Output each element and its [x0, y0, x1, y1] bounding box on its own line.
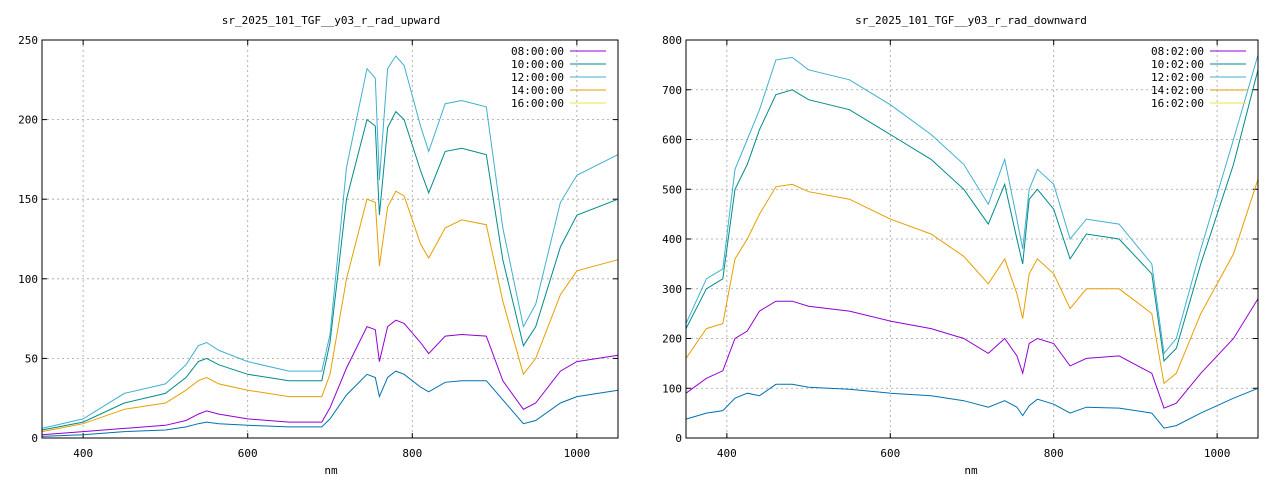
y-tick-label: 700 [662, 84, 682, 97]
series-line [41, 55, 619, 429]
chart-title: sr_2025_101_TGF__y03_r_rad_upward [222, 14, 441, 27]
y-tick-label: 400 [662, 233, 682, 246]
y-tick-label: 100 [18, 273, 38, 286]
y-tick-label: 300 [662, 283, 682, 296]
series-line [685, 69, 1259, 362]
series-line [41, 370, 619, 437]
y-tick-label: 50 [25, 352, 38, 365]
y-tick-label: 800 [662, 34, 682, 47]
legend-label: 10:00:00 [511, 58, 564, 71]
x-tick-label: 1000 [564, 447, 591, 460]
y-tick-label: 200 [662, 333, 682, 346]
chart-upward: sr_2025_101_TGF__y03_r_rad_upward nm 0 50… [18, 14, 619, 477]
y-tick-label: 200 [18, 114, 38, 127]
x-tick-label: 800 [1044, 447, 1064, 460]
legend-label: 12:00:00 [511, 71, 564, 84]
chart-downward: sr_2025_101_TGF__y03_r_rad_downward nm 0… [662, 14, 1259, 477]
x-tick-label: 400 [717, 447, 737, 460]
x-tick-label: 1000 [1204, 447, 1231, 460]
series-line [685, 298, 1259, 409]
series-line [41, 190, 619, 433]
legend-label: 12:02:00 [1151, 71, 1204, 84]
y-tick-label: 0 [675, 432, 682, 445]
series-line [685, 54, 1259, 355]
x-tick-label: 800 [402, 447, 422, 460]
legend-label: 14:02:00 [1151, 84, 1204, 97]
y-tick-label: 250 [18, 34, 38, 47]
y-tick-label: 150 [18, 193, 38, 206]
x-axis-label: nm [324, 464, 338, 477]
series-line [685, 383, 1259, 429]
series-line [41, 319, 619, 436]
series-line [685, 179, 1259, 385]
legend-label: 14:00:00 [511, 84, 564, 97]
legend-label: 08:02:00 [1151, 45, 1204, 58]
y-tick-label: 600 [662, 134, 682, 147]
x-tick-label: 400 [73, 447, 93, 460]
legend-label: 16:00:00 [511, 97, 564, 110]
plot-frame [41, 39, 619, 439]
x-tick-label: 600 [880, 447, 900, 460]
legend-label: 10:02:00 [1151, 58, 1204, 71]
chart-title: sr_2025_101_TGF__y03_r_rad_downward [855, 14, 1087, 27]
y-tick-label: 0 [31, 432, 38, 445]
y-tick-label: 500 [662, 183, 682, 196]
legend-label: 16:02:00 [1151, 97, 1204, 110]
legend-label: 08:00:00 [511, 45, 564, 58]
y-tick-label: 100 [662, 382, 682, 395]
x-axis-label: nm [964, 464, 978, 477]
plot-frame [685, 39, 1259, 439]
series-line [41, 110, 619, 431]
x-tick-label: 600 [238, 447, 258, 460]
